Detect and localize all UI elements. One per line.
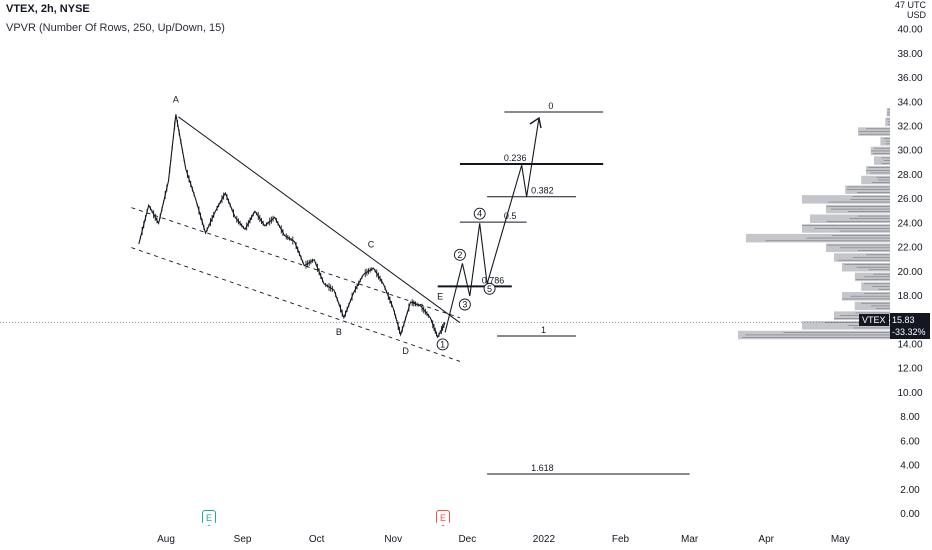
x-tick-label: 2022 bbox=[533, 534, 556, 545]
y-tick-label: 4.00 bbox=[900, 461, 920, 472]
x-tick-label: Nov bbox=[384, 534, 402, 545]
volume-profile-bar bbox=[802, 321, 890, 330]
y-tick-label: 38.00 bbox=[897, 49, 922, 60]
indicator-label: VPVR (Number Of Rows, 250, Up/Down, 15) bbox=[6, 22, 225, 34]
y-tick-label: 30.00 bbox=[897, 146, 922, 157]
x-tick-label: Feb bbox=[612, 534, 630, 545]
y-tick-label: 32.00 bbox=[897, 121, 922, 132]
y-tick-label: 22.00 bbox=[897, 243, 922, 254]
trend-line bbox=[131, 247, 461, 362]
y-tick-label: 10.00 bbox=[897, 388, 922, 399]
wave-count-label: 4 bbox=[477, 209, 482, 219]
fib-level-label: 0.786 bbox=[482, 275, 505, 285]
y-tick-label: 8.00 bbox=[900, 412, 920, 423]
y-tick-label: 24.00 bbox=[897, 218, 922, 229]
volume-profile-bar bbox=[861, 175, 890, 185]
y-tick-label: 12.00 bbox=[897, 364, 922, 375]
currency-label: 47 UTC USD bbox=[894, 0, 926, 20]
y-tick-label: 0.00 bbox=[900, 509, 920, 520]
wave-count-circle bbox=[473, 207, 486, 220]
fib-level-label: 1 bbox=[541, 325, 546, 335]
x-tick-label: Aug bbox=[157, 534, 175, 545]
price-tag: 15.83 -33.32% bbox=[890, 313, 930, 339]
wave-label: A bbox=[173, 94, 179, 104]
y-tick-label: 36.00 bbox=[897, 73, 922, 84]
wave-count-label: 5 bbox=[487, 284, 492, 294]
price-change: -33.32% bbox=[892, 327, 926, 337]
x-tick-label: May bbox=[831, 534, 850, 545]
symbol-tag: VTEX bbox=[859, 314, 889, 326]
y-tick-label: 18.00 bbox=[897, 291, 922, 302]
projection-path bbox=[444, 117, 540, 333]
x-tick-label: Oct bbox=[309, 534, 325, 545]
current-price: 15.83 bbox=[892, 315, 915, 325]
y-tick-label: 20.00 bbox=[897, 267, 922, 278]
volume-profile-bar bbox=[880, 137, 890, 146]
wave-count-label: 3 bbox=[462, 299, 467, 309]
trend-line bbox=[131, 207, 461, 319]
chart-title: VTEX, 2h, NYSE bbox=[6, 3, 90, 15]
fib-level-label: 0.236 bbox=[504, 153, 527, 163]
y-tick-label: 28.00 bbox=[897, 170, 922, 181]
y-tick-label: 2.00 bbox=[900, 485, 920, 496]
trend-line bbox=[178, 116, 461, 324]
x-tick-label: Sep bbox=[234, 534, 252, 545]
earnings-marker-2[interactable]: E bbox=[436, 510, 450, 526]
fib-level-label: 1.618 bbox=[531, 463, 554, 473]
y-tick-label: 26.00 bbox=[897, 194, 922, 205]
y-tick-label: 14.00 bbox=[897, 339, 922, 350]
projection-arrowhead bbox=[529, 116, 542, 129]
x-tick-label: Apr bbox=[758, 534, 774, 545]
wave-label: C bbox=[368, 240, 375, 250]
volume-profile-bar bbox=[802, 195, 890, 204]
volume-profile-bar bbox=[874, 156, 890, 165]
y-tick-label: 40.00 bbox=[897, 25, 922, 36]
wave-label: D bbox=[402, 346, 409, 356]
wave-count-label: 1 bbox=[440, 339, 445, 349]
wave-count-circle bbox=[483, 282, 496, 295]
fib-level-label: 0.382 bbox=[531, 186, 554, 196]
fib-level-label: 0 bbox=[548, 101, 553, 111]
y-tick-label: 34.00 bbox=[897, 97, 922, 108]
wave-label: E bbox=[437, 292, 443, 302]
y-tick-label: 6.00 bbox=[900, 436, 920, 447]
wave-count-circle bbox=[453, 248, 466, 261]
wave-count-label: 2 bbox=[457, 250, 462, 260]
wave-count-circle bbox=[436, 338, 449, 351]
earnings-marker-1[interactable]: E bbox=[202, 510, 216, 526]
fib-level-label: 0.5 bbox=[504, 211, 517, 221]
x-tick-label: Dec bbox=[458, 534, 476, 545]
x-tick-label: Mar bbox=[681, 534, 699, 545]
wave-label: B bbox=[336, 327, 342, 337]
volume-profile-bar bbox=[885, 117, 890, 127]
wave-count-circle bbox=[458, 298, 471, 311]
